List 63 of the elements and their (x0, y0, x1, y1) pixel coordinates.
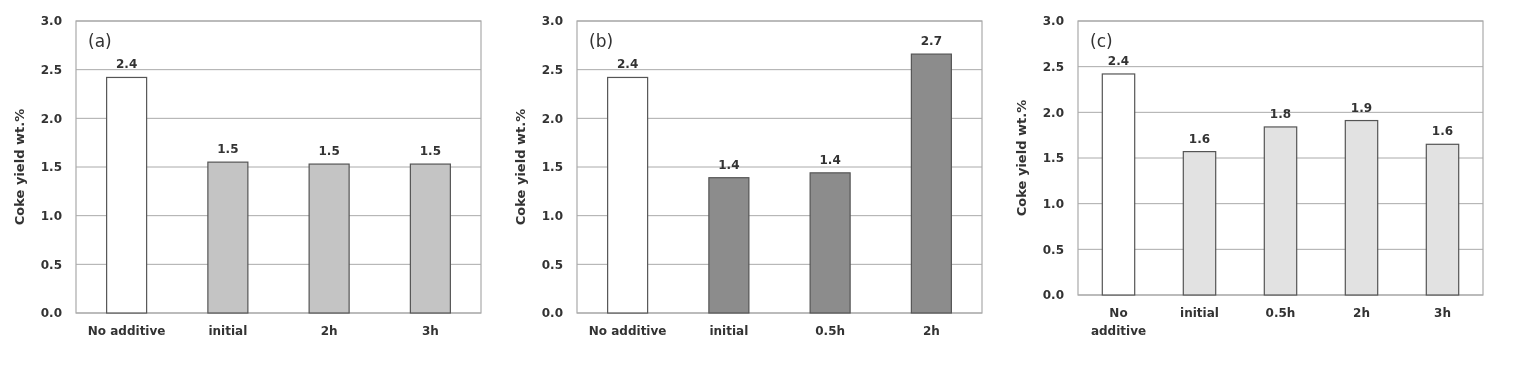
y-tick-label: 1.0 (541, 208, 563, 223)
bar (708, 177, 750, 314)
data-label: 1.6 (1188, 131, 1211, 146)
bar (1344, 119, 1379, 296)
annotation: (b) (589, 31, 614, 51)
data-label: 1.9 (1350, 100, 1373, 115)
x-tick-label: initial (208, 324, 248, 338)
y-tick-label: 3.0 (1042, 14, 1064, 29)
x-tick-label: 2h (1353, 306, 1370, 320)
y-axis-title: Coke yield wt.% (513, 108, 528, 226)
y-tick-label: 2.0 (541, 111, 563, 126)
x-tick-label: 0.5h (1265, 306, 1296, 320)
data-label: 1.4 (819, 152, 841, 167)
y-tick-label: 0.5 (541, 257, 563, 272)
x-tick-label: No additive (1090, 306, 1147, 338)
data-label: 1.5 (217, 142, 239, 157)
y-tick-label: 0.5 (1042, 242, 1064, 257)
x-tick-label: 3h (421, 324, 439, 338)
y-tick-label: 2.0 (40, 111, 62, 126)
data-label: 1.8 (1269, 106, 1292, 121)
data-label: 2.4 (1107, 53, 1130, 68)
y-tick-label: 3.0 (541, 14, 563, 29)
bar (409, 163, 451, 314)
annotation: (c) (1090, 31, 1113, 51)
y-tick-label: 0.0 (541, 306, 563, 321)
x-tick-label: 0.5h (815, 324, 846, 338)
y-axis-title: Coke yield wt.% (1014, 99, 1029, 217)
x-tick-label: 2h (922, 324, 940, 338)
bar (910, 53, 952, 314)
y-tick-label: 1.0 (1042, 196, 1064, 211)
data-label: 2.4 (616, 57, 639, 72)
y-tick-label: 2.5 (1042, 59, 1064, 74)
y-tick-label: 0.5 (40, 257, 62, 272)
data-label: 1.4 (718, 157, 740, 172)
y-tick-label: 1.5 (40, 160, 62, 175)
data-label: 1.5 (318, 144, 340, 159)
data-label: 2.7 (920, 34, 943, 49)
x-tick-label: 2h (320, 324, 338, 338)
bar (308, 163, 350, 314)
annotation: (a) (88, 31, 112, 51)
data-label: 1.6 (1431, 124, 1454, 139)
x-tick-label: No additive (87, 324, 166, 338)
y-tick-label: 2.0 (1042, 105, 1064, 120)
y-tick-label: 1.5 (1042, 151, 1064, 166)
bar (1182, 151, 1217, 296)
y-tick-label: 2.5 (541, 62, 563, 77)
x-tick-label: initial (709, 324, 749, 338)
bar (207, 161, 249, 314)
y-tick-label: 1.5 (541, 160, 563, 175)
bar (809, 172, 851, 314)
y-tick-label: 2.5 (40, 62, 62, 77)
y-axis-title: Coke yield wt.% (12, 108, 27, 226)
y-tick-label: 0.0 (40, 306, 62, 321)
y-tick-label: 1.0 (40, 208, 62, 223)
y-tick-label: 3.0 (40, 14, 62, 29)
x-tick-label: No additive (588, 324, 667, 338)
bar (1425, 143, 1460, 296)
y-tick-label: 0.0 (1042, 288, 1064, 303)
x-tick-label: initial (1180, 306, 1219, 320)
x-tick-label: 3h (1434, 306, 1451, 320)
data-label: 2.4 (115, 57, 138, 72)
bar (1263, 126, 1298, 296)
data-label: 1.5 (419, 144, 442, 159)
